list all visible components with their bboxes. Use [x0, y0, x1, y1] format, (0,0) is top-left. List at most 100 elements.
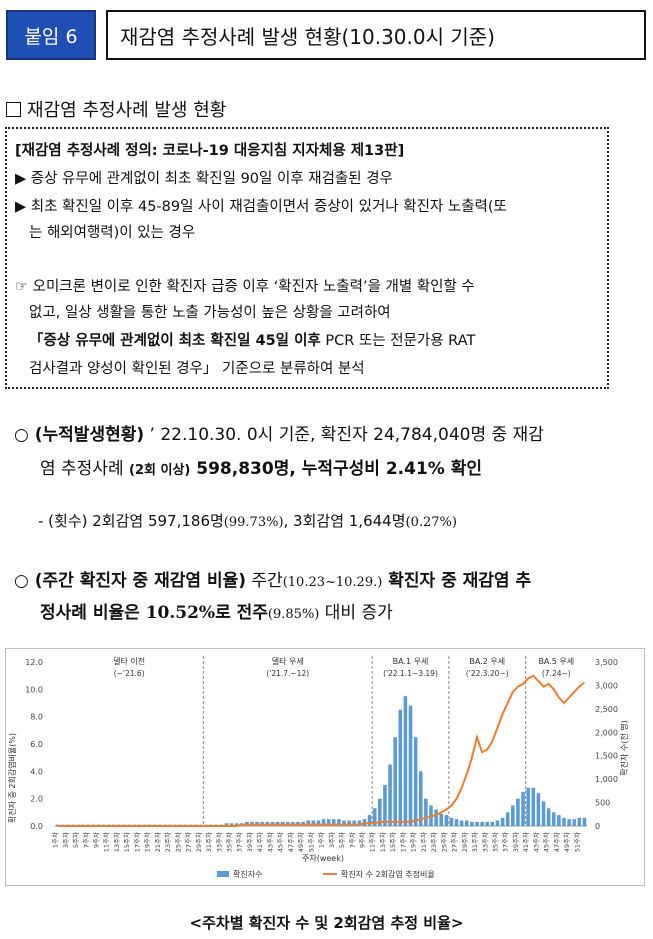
bar [332, 819, 336, 826]
x-tick-label: 29주차 [460, 832, 469, 852]
definition-note-3: 「증상 유무에 관계없이 최초 확진일 45일 이후 PCR 또는 전문가용 R… [29, 329, 475, 350]
x-tick-label: 13주차 [112, 832, 121, 852]
x-tick-label: 15주차 [122, 832, 131, 852]
period-name: 델타 우세 [272, 657, 304, 666]
x-tick-label: 27주차 [184, 832, 193, 852]
right-tick-label: 0 [595, 822, 600, 831]
weekly-ratio-l1c: 확진자 중 재감염 추 [382, 571, 532, 591]
bar [562, 817, 566, 826]
left-tick-label: 10.0 [25, 685, 43, 694]
bar [454, 819, 459, 826]
bar [403, 696, 408, 826]
x-tick-label: 41주차 [521, 832, 530, 852]
bar [470, 821, 474, 826]
left-tick-label: 12.0 [25, 658, 43, 667]
bar [577, 817, 582, 826]
cumulative-label: ○ (누적발생현황) [14, 425, 145, 445]
bar [444, 815, 449, 826]
cumulative-text-2c: 598,830명, 누적구성비 2.41% 확인 [190, 459, 483, 479]
legend-line-label: 확진자 수 2회감염 추정비율 [341, 869, 435, 879]
checkbox-square-icon [6, 101, 21, 117]
x-tick-label: 23주차 [163, 832, 172, 852]
left-tick-label: 4.0 [30, 767, 43, 776]
legend-bar-label: 확진자수 [233, 869, 262, 879]
right-tick-label: 500 [595, 799, 610, 808]
bar [352, 820, 357, 826]
bar [424, 798, 428, 826]
cumulative-paragraph-line-1: ○ (누적발생현황) ’ 22.10.30. 0시 기준, 확진자 24,784… [14, 420, 544, 445]
bar [485, 821, 490, 826]
definition-item-2b: 는 해외여행력)이 있는 경우 [29, 225, 196, 241]
bar [393, 737, 397, 826]
bar [526, 787, 530, 826]
left-tick-label: 2.0 [30, 795, 43, 804]
weekly-ratio-l2c: 로 전주 [215, 603, 268, 623]
badge-label: 붙임 6 [24, 25, 78, 48]
bar [418, 771, 423, 826]
x-tick-label: 5주차 [337, 832, 346, 848]
bar [449, 817, 454, 826]
x-tick-label: 13주차 [378, 832, 387, 852]
bar [342, 820, 346, 826]
weekly-ratio-l2e: 대비 증가 [319, 603, 393, 623]
x-tick-label: 21주차 [419, 832, 428, 852]
x-tick-label: 43주차 [265, 832, 274, 852]
x-tick-label: 19주차 [143, 832, 152, 852]
bar [229, 823, 234, 826]
left-tick-label: 0.0 [30, 822, 43, 831]
left-tick-label: 6.0 [30, 740, 43, 749]
bar [516, 798, 520, 826]
bar [372, 808, 377, 826]
bar [408, 705, 413, 826]
period-range: ('22.3.20~) [466, 669, 509, 678]
bar [490, 821, 495, 826]
infection-count-c: , 3회감염 1,644명 [283, 512, 406, 530]
definition-note-3-bold: 「증상 유무에 관계없이 최초 확진일 45일 이후 [29, 333, 321, 349]
cumulative-paragraph-line-2: 염 추정사례 (2회 이상) 598,830명, 누적구성비 2.41% 확인 [40, 454, 482, 479]
bar [475, 821, 479, 826]
x-tick-label: 25주차 [173, 832, 182, 852]
bar [511, 805, 515, 826]
period-range: ('22.1.1~3.19) [383, 669, 438, 678]
x-tick-label: 29주차 [194, 832, 203, 852]
definition-box: [재감염 추정사례 정의: 코로나-19 대응지침 지자체용 제13판] ▶ 증… [5, 127, 609, 389]
bar [546, 808, 551, 826]
x-tick-label: 43주차 [531, 832, 540, 852]
period-range: (7.24~) [542, 669, 571, 678]
definition-note-4: 검사결과 양성이 확인된 경우」 기준으로 분류하여 분석 [29, 361, 365, 377]
x-tick-label: 27주차 [450, 832, 459, 852]
weekly-ratio-l1a: 주간 [246, 571, 283, 591]
x-tick-label: 5주차 [71, 832, 80, 848]
x-tick-label: 23주차 [429, 832, 438, 852]
bar [557, 815, 561, 826]
bar [434, 809, 438, 826]
x-tick-label: 37주차 [501, 832, 510, 852]
bar [572, 819, 576, 826]
bar [234, 823, 239, 826]
bar [311, 820, 316, 826]
bar [465, 820, 469, 826]
definition-note-3-rest: PCR 또는 전문가용 RAT [320, 333, 476, 349]
x-tick-label: 39주차 [511, 832, 520, 852]
x-tick-label: 33주차 [480, 832, 489, 852]
x-tick-label: 1주차 [51, 832, 60, 848]
period-range: ('21.7.~12) [266, 669, 309, 678]
x-tick-label: 37주차 [235, 832, 244, 852]
definition-note-1: ☞ 오미크론 변이로 인한 확진자 급증 이후 ‘확진자 노출력’을 개별 확인… [15, 279, 475, 295]
chart-frame [5, 648, 645, 886]
legend-bar-swatch [217, 871, 229, 877]
weekly-ratio-l1b: (10.23~10.29.) [282, 575, 383, 590]
weekly-reinfection-chart: 델타 이전 (~'21.6) 델타 우세 ('21.7.~12) BA.1 우세 ('22… [5, 648, 645, 886]
bar [413, 737, 418, 826]
cumulative-text-2a: 염 추정사례 [40, 459, 130, 479]
definition-title: [재감염 추정사례 정의: 코로나-19 대응지침 지자체용 제13판] [15, 143, 405, 159]
bar [326, 819, 331, 826]
x-tick-label: 49주차 [296, 832, 305, 852]
cumulative-text-1: ’ 22.10.30. 0시 기준, 확진자 24,784,040명 중 재감 [144, 425, 544, 445]
weekly-ratio-l2a: 정사례 비율은 [40, 603, 146, 623]
bar [459, 820, 464, 826]
bar [316, 820, 321, 826]
bar [536, 793, 541, 826]
bar [567, 819, 571, 826]
right-tick-label: 3,000 [595, 681, 618, 690]
